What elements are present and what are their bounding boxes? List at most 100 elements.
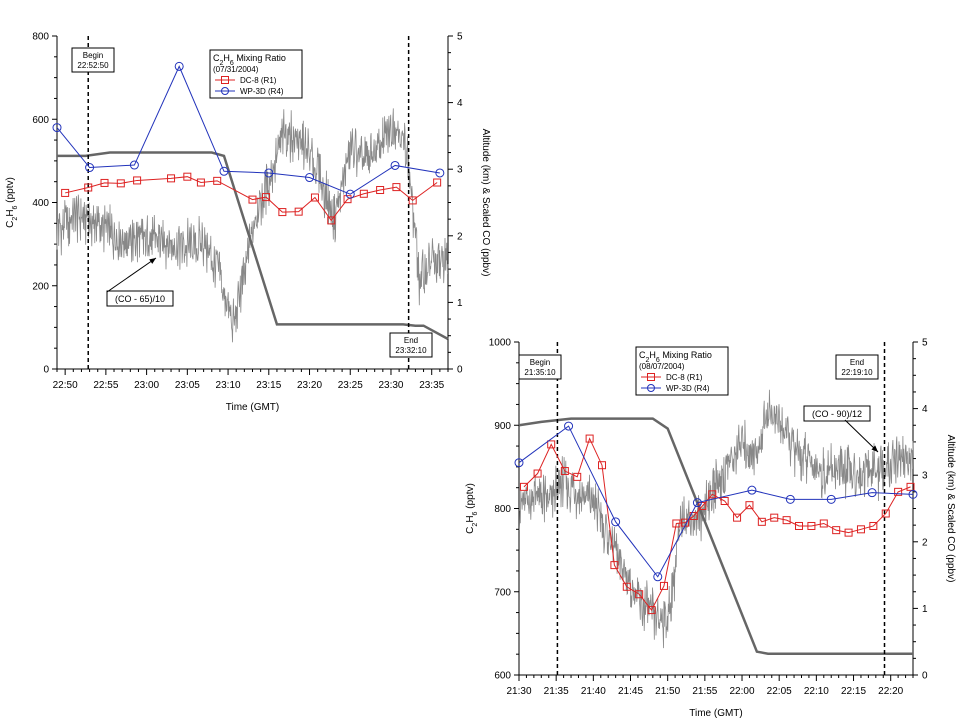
dc8-point (573, 472, 582, 481)
end-box (389, 332, 433, 358)
y-left-tick-label: 900 (494, 421, 511, 432)
dc8-point (327, 216, 336, 225)
begin-time: 21:35:10 (524, 368, 556, 377)
dc8-series-line (523, 437, 911, 611)
wp3d-point (692, 498, 702, 508)
legend-wp3d-label: WP-3D (R4) (666, 384, 710, 393)
dc8-point (856, 525, 865, 534)
dc8-point (408, 196, 417, 205)
legend-dc8-marker (221, 76, 229, 84)
y-right-axis-label: Altitude (km) & Scaled CO (ppbv) (945, 435, 956, 583)
x-tick-label: 23:00 (134, 380, 159, 391)
chart-jul31: 0 200 400 600 800 0 1 2 3 4 5 22:50 22:55 23:00 23:05 2… (5, 32, 491, 414)
altitude-series-line (518, 417, 913, 655)
dc8-point (708, 490, 717, 499)
dc8-point (659, 581, 668, 590)
co-arrow-line (106, 257, 157, 293)
x-tick-label: 21:30 (506, 686, 531, 697)
dc8-point (647, 606, 656, 615)
dc8-point (294, 207, 303, 216)
dc8-point (262, 193, 271, 202)
x-tick-label: 23:25 (338, 380, 363, 391)
legend-box (209, 49, 303, 99)
legend-title-part: 2 (646, 357, 650, 364)
dc8-point (757, 517, 766, 526)
dc8-point (560, 467, 569, 476)
x-tick-label: 21:35 (544, 686, 569, 697)
y-right-tick-label: 3 (457, 165, 463, 176)
y-left-tick-label: 800 (494, 504, 511, 515)
dc8-point (278, 208, 287, 217)
x-tick-label: 22:10 (804, 686, 829, 697)
legend-title-part: H (223, 53, 230, 63)
legend-dc8-label: DC-8 (R1) (666, 373, 703, 382)
y-left-axis-label-part: 2 (12, 217, 19, 221)
co-arrow-head (149, 258, 156, 264)
y-left-axis-label-part: 2 (472, 523, 479, 527)
legend-title-part: 2 (220, 60, 224, 67)
wp3d-point (219, 166, 229, 176)
y-left-axis-label-part: H (5, 209, 16, 216)
co-series-line (518, 389, 914, 649)
y-left-tick-label: 800 (32, 32, 49, 43)
wp3d-series-line (518, 425, 914, 578)
begin-time: 22:52:50 (77, 61, 109, 70)
dc8-point (343, 195, 352, 204)
dc8-point (248, 195, 257, 204)
y-left-axis-label-part: C (465, 527, 476, 534)
x-tick-label: 22:15 (841, 686, 866, 697)
dc8-point (610, 561, 619, 570)
dc8-point (359, 189, 368, 198)
y-right-tick-label: 2 (457, 231, 463, 242)
wp3d-point (564, 421, 574, 431)
dc8-point (894, 487, 903, 496)
dc8-point (310, 193, 319, 202)
y-left-axis-label-part: 6 (472, 511, 479, 515)
dc8-point (819, 519, 828, 528)
chart-aug07: 600 700 800 900 1000 0 1 2 3 4 5 21:30 21:35 21:40 21:… (465, 338, 956, 720)
dc8-point (84, 183, 93, 192)
x-tick-label: 22:00 (730, 686, 755, 697)
legend-title-part: H (649, 350, 656, 360)
legend-title-part: Mixing Ratio (234, 53, 286, 63)
y-right-tick-label: 1 (457, 298, 463, 309)
legend-title-part: C (213, 53, 220, 63)
y-left-axis-label: C2H6 (pptv) (465, 483, 479, 534)
dc8-point (795, 521, 804, 530)
y-right-tick-label: 2 (922, 537, 928, 548)
legend-box (635, 346, 729, 396)
dc8-point (782, 516, 791, 525)
y-left-axis-label-part: (pptv) (465, 483, 476, 511)
x-axis-label: Time (GMT) (226, 402, 280, 413)
begin-box (71, 47, 115, 73)
x-tick-label: 21:55 (692, 686, 717, 697)
dc8-point (770, 513, 779, 522)
y-right-tick-label: 3 (922, 471, 928, 482)
y-right-tick-label: 4 (922, 404, 928, 415)
dc8-point (133, 176, 142, 185)
y-left-axis-label-part: C (5, 221, 16, 228)
y-left-axis-label-part: 6 (12, 205, 19, 209)
x-tick-label: 23:15 (256, 380, 281, 391)
end-time: 23:32:10 (395, 346, 427, 355)
begin-box (518, 354, 562, 380)
dc8-point (881, 509, 890, 518)
legend-dc8-marker (647, 373, 655, 381)
end-label: End (404, 336, 418, 345)
x-tick-label: 21:45 (618, 686, 643, 697)
end-box (835, 354, 879, 380)
wp3d-point (785, 494, 795, 504)
y-left-tick-label: 200 (32, 281, 49, 292)
x-tick-label: 23:20 (297, 380, 322, 391)
wp3d-point (747, 485, 757, 495)
dc8-point (733, 513, 742, 522)
dc8-point (100, 178, 109, 187)
dc8-point (376, 186, 385, 195)
dc8-point (533, 469, 542, 478)
x-tick-label: 21:50 (655, 686, 680, 697)
dc8-series-line (65, 176, 438, 222)
dc8-point (635, 590, 644, 599)
x-tick-label: 22:05 (767, 686, 792, 697)
dc8-point (844, 528, 853, 537)
dc8-point (869, 521, 878, 530)
